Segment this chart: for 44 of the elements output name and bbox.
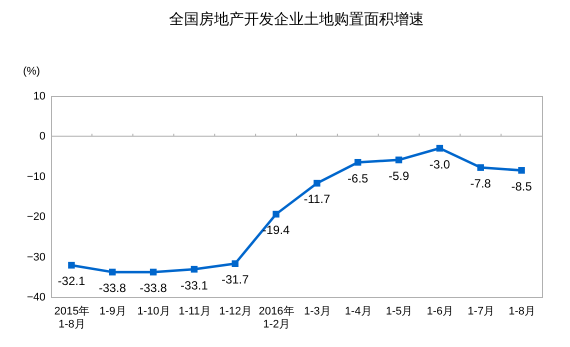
x-tick-label: 1-9月: [99, 306, 126, 318]
point: [150, 268, 157, 276]
y-tick-label: 0: [39, 130, 46, 143]
data-label: -5.9: [388, 168, 410, 183]
y-tick-label: 10: [33, 90, 46, 102]
data-label: -3.0: [429, 157, 450, 172]
y-tick-label: −10: [26, 170, 46, 183]
x-tick-label: 1-10月: [137, 306, 170, 318]
data-label: -7.8: [470, 176, 492, 191]
x-tick-label: 1-8月: [508, 306, 536, 318]
x-tick-label: 1-11月: [178, 306, 211, 318]
x-tick-label: 2015年 1-8月: [54, 306, 90, 330]
x-tick-label: 1-5月: [386, 306, 413, 318]
data-label: -31.7: [221, 272, 250, 287]
y-tick-label: −40: [26, 292, 46, 304]
data-label: -6.5: [348, 171, 369, 186]
x-tick-label: 1-7月: [468, 306, 495, 318]
data-label: -19.4: [262, 223, 290, 238]
point: [109, 268, 116, 276]
y-tick-label: −20: [26, 211, 46, 224]
data-label: -11.7: [304, 192, 331, 206]
point: [436, 144, 444, 152]
data-label: -33.8: [140, 281, 168, 296]
chart-title: 全国房地产开发企业土地购置面积增速: [169, 11, 424, 28]
data-label: -33.1: [180, 278, 208, 292]
x-tick-label: 1-12月: [219, 306, 252, 318]
data-label: -32.1: [58, 274, 86, 288]
data-label: -33.8: [98, 281, 126, 296]
y-tick-label: −30: [26, 251, 46, 264]
point: [354, 158, 362, 166]
y-axis-title: (%): [22, 66, 40, 78]
data-label: -8.5: [511, 179, 532, 194]
point: [68, 262, 75, 269]
point: [477, 164, 484, 171]
x-tick-label: 1-3月: [304, 306, 331, 318]
point: [518, 167, 525, 174]
point: [395, 156, 402, 164]
x-tick-label: 2016年 1-2月: [258, 306, 294, 330]
x-tick-label: 1-4月: [344, 306, 372, 318]
point: [232, 260, 238, 267]
point: [190, 266, 198, 273]
point: [314, 180, 320, 187]
x-tick-label: 1-6月: [426, 306, 454, 318]
point: [272, 210, 280, 218]
